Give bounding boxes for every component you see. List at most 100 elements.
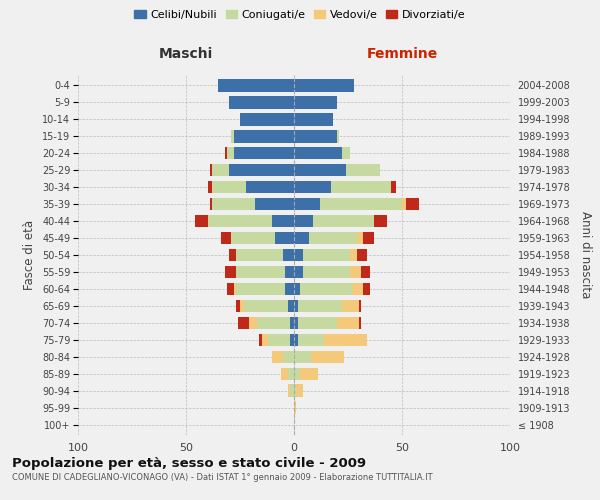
Bar — [262, 334, 268, 346]
Bar — [272, 350, 283, 364]
Y-axis label: Fasce di età: Fasce di età — [23, 220, 37, 290]
Bar — [244, 300, 287, 312]
Bar — [406, 198, 419, 210]
Bar — [341, 300, 359, 312]
Bar — [294, 266, 302, 278]
Bar — [320, 198, 402, 210]
Bar — [359, 316, 361, 330]
Bar — [341, 146, 350, 160]
Bar — [363, 232, 374, 244]
Bar — [294, 232, 309, 244]
Bar — [287, 368, 294, 380]
Bar — [298, 334, 324, 346]
Bar — [324, 334, 367, 346]
Bar — [236, 300, 240, 312]
Bar — [290, 334, 294, 346]
Bar — [294, 79, 355, 92]
Bar — [356, 248, 367, 262]
Bar — [268, 334, 290, 346]
Bar — [275, 232, 294, 244]
Bar — [229, 248, 236, 262]
Bar — [309, 232, 356, 244]
Bar — [248, 316, 257, 330]
Bar — [229, 164, 294, 176]
Bar — [283, 350, 294, 364]
Bar — [240, 113, 294, 126]
Bar — [313, 214, 374, 228]
Bar — [236, 282, 286, 296]
Bar — [286, 266, 294, 278]
Bar — [294, 130, 337, 142]
Text: Popolazione per età, sesso e stato civile - 2009: Popolazione per età, sesso e stato civil… — [12, 458, 366, 470]
Bar — [294, 300, 298, 312]
Bar — [194, 214, 208, 228]
Bar — [294, 198, 320, 210]
Bar — [302, 248, 350, 262]
Bar — [290, 316, 294, 330]
Bar — [225, 146, 227, 160]
Bar — [296, 384, 302, 397]
Text: Femmine: Femmine — [367, 46, 437, 60]
Bar — [240, 300, 244, 312]
Bar — [298, 300, 341, 312]
Bar — [294, 248, 302, 262]
Bar — [232, 130, 233, 142]
Bar — [337, 130, 340, 142]
Bar — [337, 316, 359, 330]
Bar — [361, 266, 370, 278]
Bar — [294, 282, 301, 296]
Bar — [236, 266, 286, 278]
Bar — [301, 368, 318, 380]
Bar — [218, 79, 294, 92]
Bar — [350, 266, 361, 278]
Bar — [298, 316, 337, 330]
Bar — [294, 384, 296, 397]
Bar — [257, 316, 290, 330]
Bar — [359, 300, 361, 312]
Bar — [212, 164, 229, 176]
Bar — [374, 214, 387, 228]
Bar — [210, 198, 212, 210]
Bar — [294, 316, 298, 330]
Bar — [391, 180, 395, 194]
Bar — [238, 316, 248, 330]
Bar — [294, 350, 311, 364]
Bar — [212, 198, 255, 210]
Bar — [229, 96, 294, 108]
Bar — [227, 146, 233, 160]
Bar — [301, 282, 352, 296]
Bar — [363, 282, 370, 296]
Bar — [283, 248, 294, 262]
Bar — [210, 164, 212, 176]
Bar — [208, 214, 272, 228]
Bar — [294, 214, 313, 228]
Bar — [356, 232, 363, 244]
Bar — [311, 350, 344, 364]
Bar — [233, 146, 294, 160]
Bar — [294, 146, 341, 160]
Bar — [233, 282, 236, 296]
Bar — [294, 113, 333, 126]
Bar — [350, 248, 356, 262]
Bar — [221, 232, 232, 244]
Bar — [225, 266, 236, 278]
Bar — [287, 384, 290, 397]
Bar — [212, 180, 247, 194]
Bar — [227, 282, 233, 296]
Bar — [294, 334, 298, 346]
Bar — [290, 384, 294, 397]
Bar — [255, 198, 294, 210]
Bar — [208, 180, 212, 194]
Bar — [402, 198, 406, 210]
Y-axis label: Anni di nascita: Anni di nascita — [579, 212, 592, 298]
Bar — [286, 282, 294, 296]
Bar — [302, 266, 350, 278]
Bar — [281, 368, 287, 380]
Text: COMUNE DI CADEGLIANO-VICONAGO (VA) - Dati ISTAT 1° gennaio 2009 - Elaborazione T: COMUNE DI CADEGLIANO-VICONAGO (VA) - Dat… — [12, 472, 433, 482]
Bar — [331, 180, 391, 194]
Bar — [287, 300, 294, 312]
Bar — [294, 402, 296, 414]
Bar — [294, 96, 337, 108]
Bar — [232, 232, 275, 244]
Bar — [294, 164, 346, 176]
